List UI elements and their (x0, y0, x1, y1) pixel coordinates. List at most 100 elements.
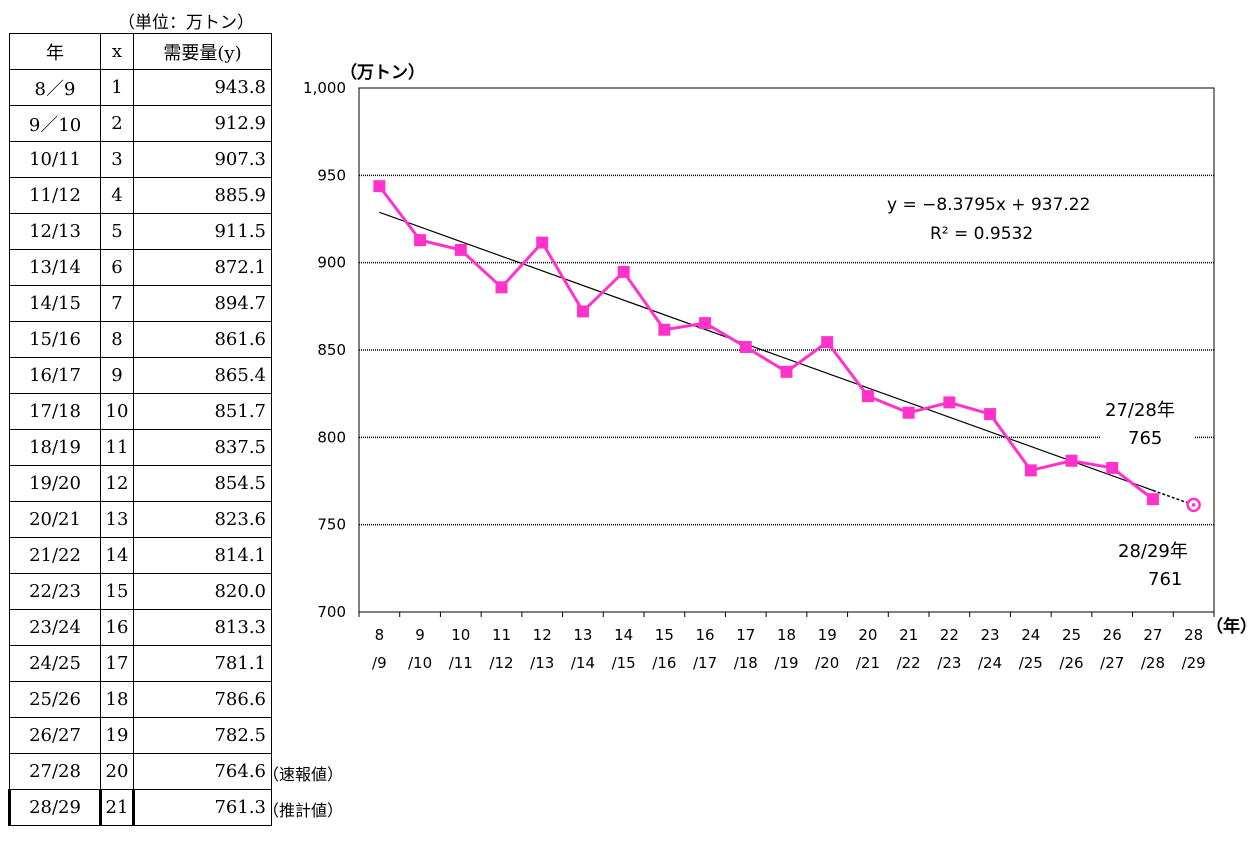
x-unit-label: （年） (1206, 616, 1254, 637)
annotation-2728-label: 27/28年 (1105, 400, 1175, 421)
cell-year: 23/24 (9, 609, 101, 646)
data-point (699, 317, 712, 330)
data-point (495, 281, 508, 294)
series-group (373, 180, 1201, 513)
x-tick-label-next: /18 (734, 654, 758, 672)
x-tick-label-year: 28 (1184, 626, 1203, 644)
x-tick-label-next: /27 (1100, 654, 1124, 672)
table-row: 13/14 6 872.1 (9, 249, 272, 286)
data-point (861, 390, 874, 403)
x-tick-label-next: /17 (693, 654, 717, 672)
table-row: 22/23 15 820.0 (9, 573, 272, 610)
cell-demand: 912.9 (133, 105, 272, 142)
data-table: 年 x 需要量(y) 8／9 1 943.8 9／10 2 912.9 10/11 3 907.… (8, 33, 272, 826)
x-tick-label-year: 22 (940, 626, 959, 644)
x-tick-label-next: /12 (489, 654, 513, 672)
cell-year: 21/22 (9, 537, 101, 574)
x-tick-label-next: /16 (652, 654, 676, 672)
cell-demand: 854.5 (133, 465, 272, 502)
cell-year: 13/14 (9, 249, 101, 286)
cell-x: 16 (100, 609, 134, 646)
x-tick-label-year: 26 (1103, 626, 1122, 644)
y-tick-label: 700 (317, 603, 346, 621)
cell-year: 12/13 (9, 213, 101, 250)
cell-demand: 907.3 (133, 141, 272, 178)
cell-demand: 872.1 (133, 249, 272, 286)
data-point (739, 341, 752, 354)
x-tick-label-year: 16 (696, 626, 715, 644)
table-header-row: 年 x 需要量(y) (9, 33, 272, 70)
data-point (780, 365, 793, 378)
table-row: 9／10 2 912.9 (9, 105, 272, 142)
cell-demand: 885.9 (133, 177, 272, 214)
row-note: （推計値） (263, 801, 344, 820)
y-tick-label: 850 (317, 341, 346, 359)
x-tick-label-year: 20 (858, 626, 877, 644)
cell-x: 1 (100, 69, 134, 106)
x-tick-label-year: 18 (777, 626, 796, 644)
data-point (902, 406, 915, 419)
cell-demand: 911.5 (133, 213, 272, 250)
data-point (373, 180, 386, 193)
row-note: （速報値） (263, 765, 344, 784)
table-row: 15/16 8 861.6 (9, 321, 272, 358)
cell-x: 11 (100, 429, 134, 466)
header-year: 年 (9, 33, 101, 70)
x-tick-label-next: /13 (530, 654, 554, 672)
cell-demand: 837.5 (133, 429, 272, 466)
data-point (821, 336, 834, 349)
cell-year: 9／10 (9, 105, 101, 142)
x-tick-label-year: 17 (736, 626, 755, 644)
x-tick-label-next: /25 (1019, 654, 1043, 672)
header-demand: 需要量(y) (133, 33, 272, 70)
cell-year: 11/12 (9, 177, 101, 214)
x-tick-label-next: /15 (612, 654, 636, 672)
data-point (454, 243, 467, 256)
cell-demand: 823.6 (133, 501, 272, 538)
table-row: 20/21 13 823.6 (9, 501, 272, 538)
annotation-bg-2728 (1100, 395, 1195, 455)
cell-demand: 820.0 (133, 573, 272, 610)
table-row: 10/11 3 907.3 (9, 141, 272, 178)
x-tick-label-year: 24 (1021, 626, 1040, 644)
y-tick-label: 800 (317, 428, 346, 446)
cell-demand: 943.8 (133, 69, 272, 106)
data-point (536, 236, 549, 249)
cell-demand: 861.6 (133, 321, 272, 358)
table-body: 8／9 1 943.8 9／10 2 912.9 10/11 3 907.3 11/12 4 885.… (8, 69, 272, 826)
cell-x: 10 (100, 393, 134, 430)
x-tick-label-next: /24 (978, 654, 1002, 672)
cell-year: 26/27 (9, 717, 101, 754)
x-axis-ticks: 8/9 9/10 10/11 11/12 12/13 13/14 14/15 15/16 16 /… (358, 612, 1215, 672)
x-tick-label-next: /20 (815, 654, 839, 672)
annotation-2829-label: 28/29年 (1118, 541, 1188, 562)
x-tick-label-year: 12 (533, 626, 552, 644)
cell-x: 12 (100, 465, 134, 502)
data-point (1065, 454, 1078, 467)
cell-x: 2 (100, 105, 134, 142)
x-tick-label-year: 15 (655, 626, 674, 644)
cell-demand: 761.3 (132, 789, 272, 826)
cell-demand: 894.7 (133, 285, 272, 322)
trend-equation: y = −8.3795x + 937.22 (887, 195, 1090, 215)
x-tick-label-year: 9 (415, 626, 425, 644)
y-tick-label: 950 (317, 166, 346, 184)
trend-r2: R² = 0.9532 (930, 224, 1033, 244)
data-point (1146, 493, 1159, 506)
table-row: 18/19 11 837.5 (9, 429, 272, 466)
gridlines (359, 174, 1214, 526)
cell-year: 24/25 (9, 645, 101, 682)
y-unit-label: （万トン） (340, 62, 425, 83)
cell-demand: 813.3 (133, 609, 272, 646)
cell-demand: 786.6 (133, 681, 272, 718)
x-tick-label-year: 10 (451, 626, 470, 644)
x-tick-label-next: /21 (856, 654, 880, 672)
cell-x: 4 (100, 177, 134, 214)
x-tick-label-next: /10 (408, 654, 432, 672)
x-tick-label-next: /19 (774, 654, 798, 672)
x-tick-label-next: /29 (1182, 654, 1206, 672)
cell-year: 10/11 (9, 141, 101, 178)
cell-x: 15 (100, 573, 134, 610)
table-row: 24/25 17 781.1 (9, 645, 272, 682)
cell-year: 15/16 (9, 321, 101, 358)
